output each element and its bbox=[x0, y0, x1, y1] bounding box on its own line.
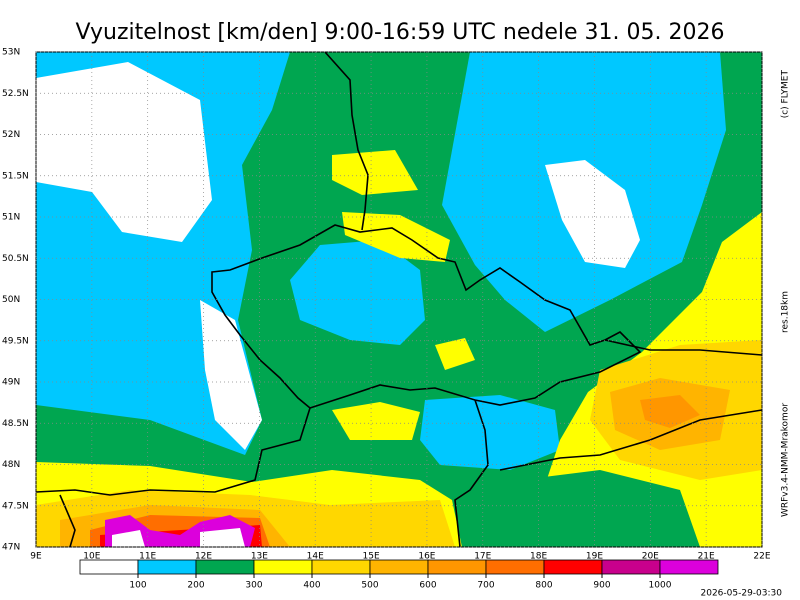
legend-label: 100 bbox=[129, 581, 146, 591]
lat-label: 47.5N bbox=[2, 501, 29, 511]
lon-label: 18E bbox=[530, 552, 547, 562]
timestamp: 2026-05-29-03:30 bbox=[701, 589, 783, 599]
legend-swatch bbox=[79, 559, 139, 575]
legend-swatch bbox=[543, 559, 603, 575]
lat-label: 48.5N bbox=[2, 419, 29, 429]
legend-label: 1000 bbox=[649, 581, 672, 591]
lat-label: 50N bbox=[2, 295, 20, 305]
lon-label: 9E bbox=[30, 552, 42, 562]
map-title: Vyuzitelnost [km/den] 9:00-16:59 UTC ned… bbox=[76, 20, 725, 45]
lat-label: 52N bbox=[2, 130, 20, 140]
legend-swatch bbox=[311, 559, 371, 575]
lon-label: 11E bbox=[139, 552, 156, 562]
lat-label: 47N bbox=[2, 543, 20, 553]
legend-label: 800 bbox=[535, 581, 552, 591]
legend-swatch bbox=[137, 559, 197, 575]
legend-swatch bbox=[659, 559, 719, 575]
lon-label: 15E bbox=[363, 552, 380, 562]
lat-label: 51.5N bbox=[2, 171, 29, 181]
credit: (c) FLYMET bbox=[781, 70, 791, 119]
legend-label: 600 bbox=[419, 581, 436, 591]
lat-label: 48N bbox=[2, 460, 20, 470]
lon-label: 14E bbox=[307, 552, 324, 562]
legend-label: 500 bbox=[361, 581, 378, 591]
lon-label: 20E bbox=[642, 552, 659, 562]
lon-label: 21E bbox=[698, 552, 715, 562]
legend-label: 300 bbox=[245, 581, 262, 591]
legend-swatch bbox=[485, 559, 545, 575]
lat-label: 52.5N bbox=[2, 89, 29, 99]
lat-label: 49.5N bbox=[2, 336, 29, 346]
legend-label: 400 bbox=[303, 581, 320, 591]
lon-label: 17E bbox=[474, 552, 491, 562]
resolution: res.18km bbox=[781, 291, 791, 333]
legend-swatch bbox=[427, 559, 487, 575]
legend-label: 700 bbox=[477, 581, 494, 591]
lon-label: 16E bbox=[418, 552, 435, 562]
lat-label: 50.5N bbox=[2, 254, 29, 264]
lon-label: 22E bbox=[753, 552, 770, 562]
lat-label: 51N bbox=[2, 213, 20, 223]
legend-label: 900 bbox=[593, 581, 610, 591]
legend-swatch bbox=[601, 559, 661, 575]
legend-swatch bbox=[195, 559, 255, 575]
lon-label: 19E bbox=[586, 552, 603, 562]
lat-label: 53N bbox=[2, 48, 20, 58]
lat-label: 49N bbox=[2, 378, 20, 388]
lon-label: 13E bbox=[251, 552, 268, 562]
legend-label: 200 bbox=[187, 581, 204, 591]
lon-label: 12E bbox=[195, 552, 212, 562]
legend-swatch bbox=[253, 559, 313, 575]
lon-label: 10E bbox=[83, 552, 100, 562]
legend-swatch bbox=[369, 559, 429, 575]
model-name: WRFv3.4-NMM-Mrakomor bbox=[781, 403, 791, 517]
